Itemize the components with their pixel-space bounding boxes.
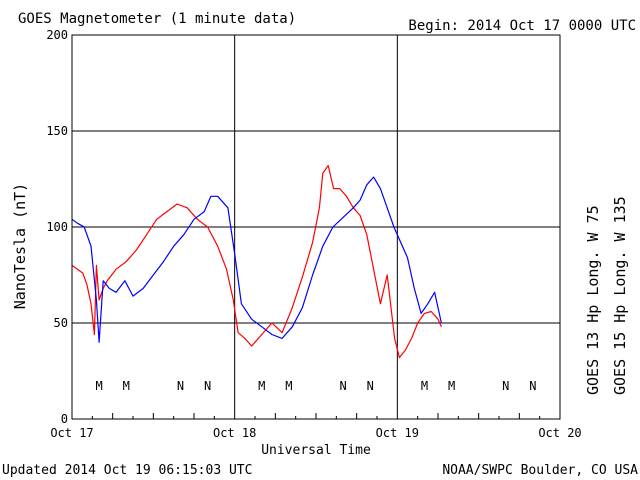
x-tick-label: Oct 18: [213, 426, 256, 440]
y-tick-labels: 0 50 100 150 200: [46, 28, 77, 426]
marker-n: N: [177, 379, 184, 393]
credit-text: NOAA/SWPC Boulder, CO USA: [442, 463, 638, 478]
marker-n: N: [367, 379, 374, 393]
x-tick-label: Oct 19: [376, 426, 419, 440]
x-tick-label: Oct 17: [50, 426, 93, 440]
series-legend: GOES 13 Hp Long. W 75 GOES 15 Hp Long. W …: [584, 196, 629, 395]
marker-m: M: [123, 379, 130, 393]
series-layer: [71, 165, 442, 359]
chart-title: GOES Magnetometer (1 minute data): [18, 11, 296, 27]
marker-m: M: [285, 379, 292, 393]
series-line-goes15: [71, 176, 442, 343]
marker-m: M: [448, 379, 455, 393]
legend-goes15: GOES 15 Hp Long. W 135: [611, 196, 629, 395]
y-tick-label: 100: [46, 220, 68, 234]
y-tick-label: 0: [61, 412, 68, 426]
y-tick-label: 200: [46, 28, 68, 42]
legend-goes13: GOES 13 Hp Long. W 75: [584, 205, 602, 395]
y-tick-label: 150: [46, 124, 68, 138]
series-line-goes13: [71, 165, 442, 359]
marker-n: N: [339, 379, 346, 393]
marker-n: N: [529, 379, 536, 393]
x-tick-label: Oct 20: [538, 426, 581, 440]
marker-n: N: [204, 379, 211, 393]
grid-lines: [72, 35, 560, 419]
updated-timestamp: Updated 2014 Oct 19 06:15:03 UTC: [2, 463, 252, 478]
marker-n: N: [502, 379, 509, 393]
marker-m: M: [421, 379, 428, 393]
x-tick-labels: Oct 17 Oct 18 Oct 19 Oct 20: [50, 413, 582, 440]
marker-m: M: [258, 379, 265, 393]
begin-time: Begin: 2014 Oct 17 0000 UTC: [408, 18, 636, 34]
y-axis-label: NanoTesla (nT): [11, 183, 29, 309]
y-tick-label: 50: [54, 316, 68, 330]
x-axis-label: Universal Time: [261, 443, 371, 458]
marker-m: M: [95, 379, 102, 393]
